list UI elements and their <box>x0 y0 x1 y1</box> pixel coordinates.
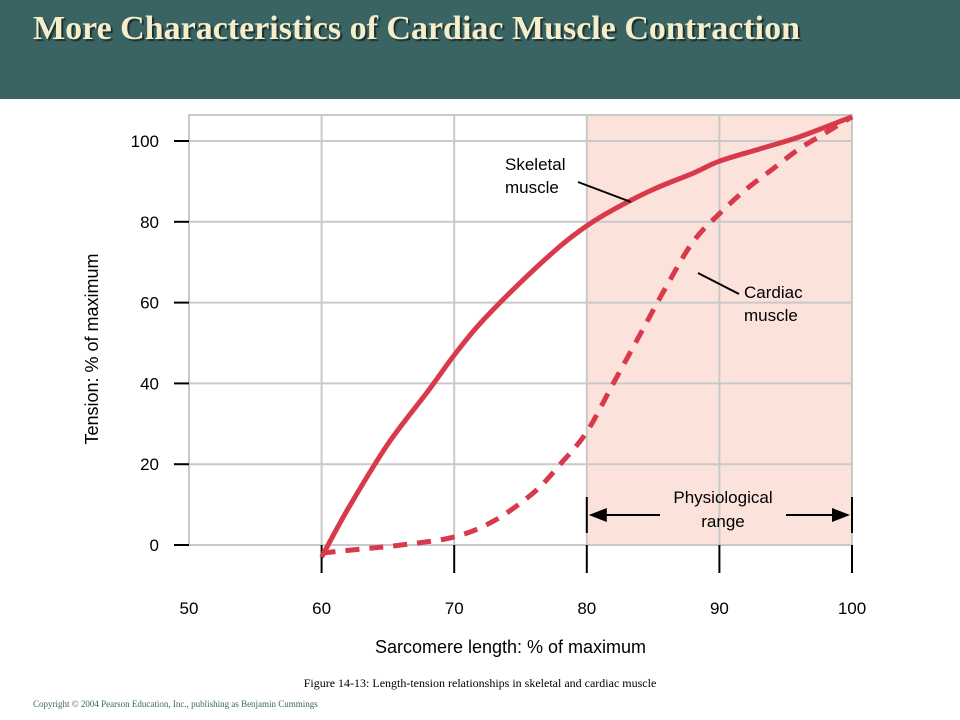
title-bar: More Characteristics of Cardiac Muscle C… <box>0 0 960 99</box>
y-axis-title: Tension: % of maximum <box>82 253 102 444</box>
cardiac-muscle-curve <box>321 114 854 556</box>
skeletal-label-line2: muscle <box>505 178 559 197</box>
length-tension-chart: 50 60 70 80 90 100 0 20 40 60 80 100 Sarcomere lengt… <box>82 114 866 657</box>
x-tick-label: 80 <box>577 599 596 618</box>
range-label-line1: Physiological <box>673 488 772 507</box>
cardiac-label-line2: muscle <box>744 306 798 325</box>
x-tick-label: 70 <box>445 599 464 618</box>
y-tick-label: 100 <box>131 132 159 151</box>
x-axis-title: Sarcomere length: % of maximum <box>375 637 646 657</box>
range-arrowhead-right <box>832 508 850 522</box>
y-tick-label: 0 <box>150 536 159 555</box>
x-tick-label: 50 <box>180 599 199 618</box>
skeletal-label-line1: Skeletal <box>505 155 565 174</box>
y-tick-label: 60 <box>140 294 159 313</box>
y-tick-label: 20 <box>140 455 159 474</box>
x-tick-label: 90 <box>710 599 729 618</box>
skeletal-muscle-curve <box>319 114 853 559</box>
skeletal-leader-line <box>577 181 632 203</box>
range-arrowhead-left <box>588 508 607 522</box>
copyright-notice: Copyright © 2004 Pearson Education, Inc.… <box>33 699 318 709</box>
slide-title: More Characteristics of Cardiac Muscle C… <box>33 10 800 47</box>
cardiac-label-line1: Cardiac <box>744 283 803 302</box>
y-tick-label: 40 <box>140 374 159 393</box>
x-tick-label: 100 <box>838 599 866 618</box>
range-label-line2: range <box>701 512 744 531</box>
y-tick-label: 80 <box>140 213 159 232</box>
figure-caption: Figure 14-13: Length-tension relationshi… <box>303 676 657 690</box>
cardiac-leader-line <box>697 272 740 295</box>
x-tick-label: 60 <box>312 599 331 618</box>
